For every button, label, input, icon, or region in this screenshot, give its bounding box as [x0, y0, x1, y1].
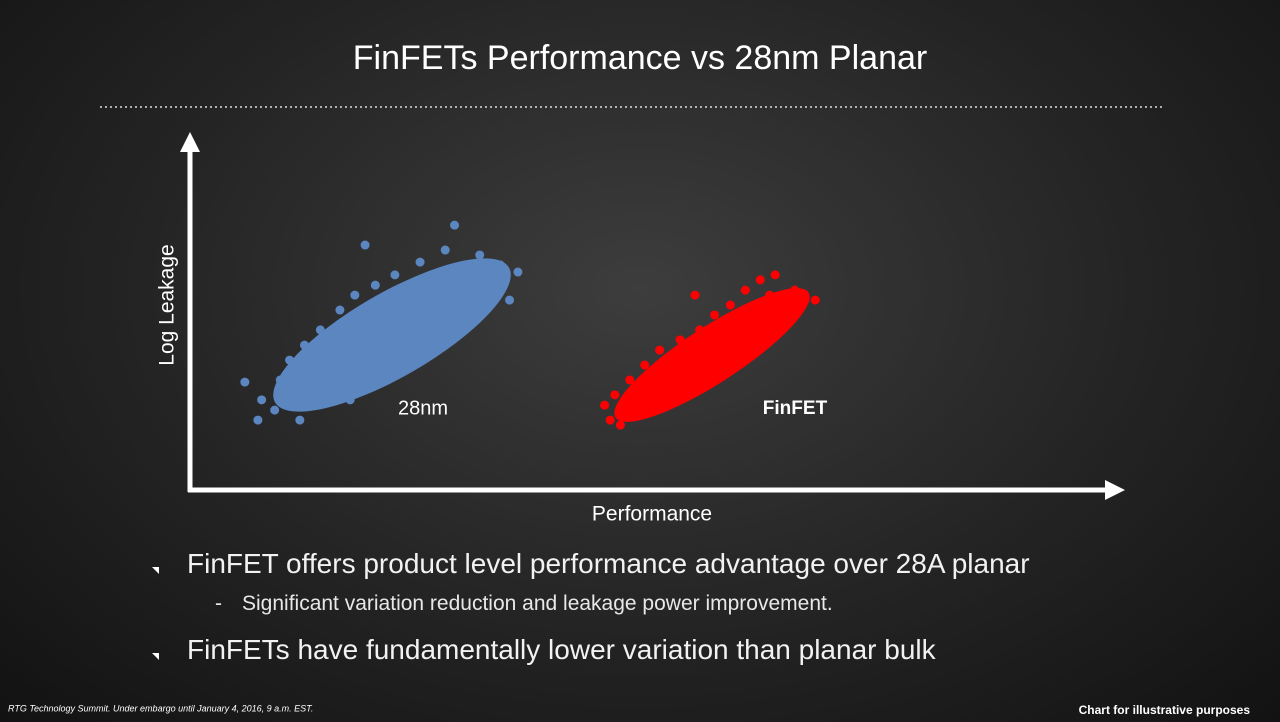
- point: [275, 375, 285, 385]
- point: [655, 345, 665, 355]
- point: [505, 295, 515, 305]
- y-axis-label: Log Leakage: [156, 244, 179, 365]
- point: [345, 395, 355, 405]
- point: [750, 300, 760, 310]
- point: [253, 415, 263, 425]
- point: [770, 270, 780, 280]
- point: [430, 280, 440, 290]
- sub-bullet: Significant variation reduction and leak…: [242, 592, 833, 615]
- point: [695, 325, 705, 335]
- point: [725, 300, 735, 310]
- point: [445, 305, 455, 315]
- point: [800, 295, 810, 305]
- point: [350, 290, 360, 300]
- point: [300, 340, 309, 350]
- footer-right: Chart for illustrative purposes: [1079, 703, 1251, 717]
- point: [340, 345, 350, 355]
- point: [685, 355, 695, 365]
- point: [380, 315, 390, 325]
- point: [645, 395, 655, 405]
- point: [440, 245, 450, 255]
- series-label: 28nm: [398, 397, 448, 419]
- point: [635, 390, 645, 400]
- point: [610, 390, 620, 400]
- slide-title: FinFETs Performance vs 28nm Planar: [353, 39, 927, 77]
- point: [405, 295, 415, 305]
- point: [325, 380, 335, 390]
- sub-dash: -: [215, 592, 222, 615]
- point: [615, 420, 625, 430]
- series-label: FinFET: [763, 398, 828, 419]
- point: [485, 275, 495, 285]
- point: [315, 325, 325, 335]
- bullet: FinFET offers product level performance …: [187, 548, 1030, 579]
- point: [740, 285, 750, 295]
- point: [455, 265, 465, 275]
- point: [365, 360, 375, 370]
- point: [295, 390, 305, 400]
- point: [257, 395, 267, 405]
- point: [390, 270, 400, 280]
- point: [390, 355, 400, 365]
- point: [650, 380, 660, 390]
- point: [625, 375, 635, 385]
- point: [513, 267, 523, 277]
- bullet-marker: [152, 567, 159, 574]
- point: [415, 257, 425, 267]
- point: [790, 285, 800, 295]
- bullet: FinFETs have fundamentally lower variati…: [187, 634, 936, 665]
- point: [285, 355, 295, 365]
- point: [240, 377, 250, 387]
- point: [270, 405, 280, 415]
- point: [295, 415, 305, 425]
- point: [475, 250, 485, 260]
- point: [370, 280, 380, 290]
- point: [765, 290, 775, 300]
- point: [705, 340, 715, 350]
- point: [605, 415, 615, 425]
- point: [395, 340, 405, 350]
- bullet-marker: [152, 653, 159, 660]
- point: [710, 310, 720, 320]
- point: [735, 315, 745, 325]
- point: [355, 325, 365, 335]
- point: [665, 365, 675, 375]
- point: [420, 325, 430, 335]
- point: [755, 275, 765, 285]
- x-axis-label: Performance: [592, 503, 712, 526]
- point: [810, 295, 820, 305]
- point: [310, 365, 320, 375]
- point: [600, 400, 610, 410]
- point: [360, 240, 370, 250]
- cloud-finfet: [614, 288, 810, 422]
- footer-left: RTG Technology Summit. Under embargo unt…: [8, 703, 313, 713]
- point: [335, 305, 345, 315]
- point: [720, 325, 730, 335]
- point: [690, 290, 700, 300]
- point: [640, 360, 650, 370]
- point: [450, 220, 460, 230]
- point: [675, 335, 685, 345]
- point: [620, 405, 630, 415]
- point: [465, 285, 475, 295]
- point: [495, 260, 505, 270]
- point: [780, 295, 790, 305]
- cloud-28nm: [273, 258, 511, 412]
